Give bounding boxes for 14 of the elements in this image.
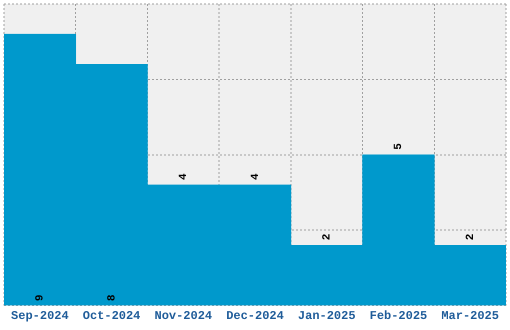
x-tick-label: Feb-2025 bbox=[370, 308, 428, 323]
x-tick-label: Oct-2024 bbox=[82, 308, 140, 323]
x-tick-label: Sep-2024 bbox=[11, 308, 69, 323]
data-label: 8 bbox=[106, 294, 118, 302]
data-label: 9 bbox=[34, 294, 47, 302]
data-label: 2 bbox=[464, 234, 477, 240]
x-tick-label: Dec-2024 bbox=[226, 308, 284, 323]
data-label: 5 bbox=[393, 142, 406, 150]
data-label: 2 bbox=[321, 234, 334, 240]
x-tick-label: Jan-2025 bbox=[298, 308, 356, 323]
data-label: 4 bbox=[178, 172, 190, 180]
x-tick-label: Mar-2025 bbox=[441, 308, 499, 323]
x-tick-label: Nov-2024 bbox=[154, 308, 212, 323]
data-label: 4 bbox=[250, 172, 262, 180]
